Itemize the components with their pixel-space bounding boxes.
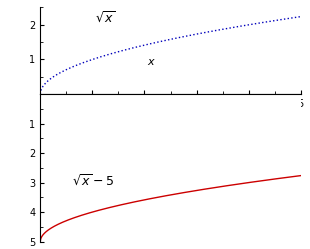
Text: x: x bbox=[147, 57, 154, 67]
Text: $\sqrt{x}$: $\sqrt{x}$ bbox=[95, 11, 115, 26]
Text: $\sqrt{x}-5$: $\sqrt{x}-5$ bbox=[72, 173, 114, 188]
